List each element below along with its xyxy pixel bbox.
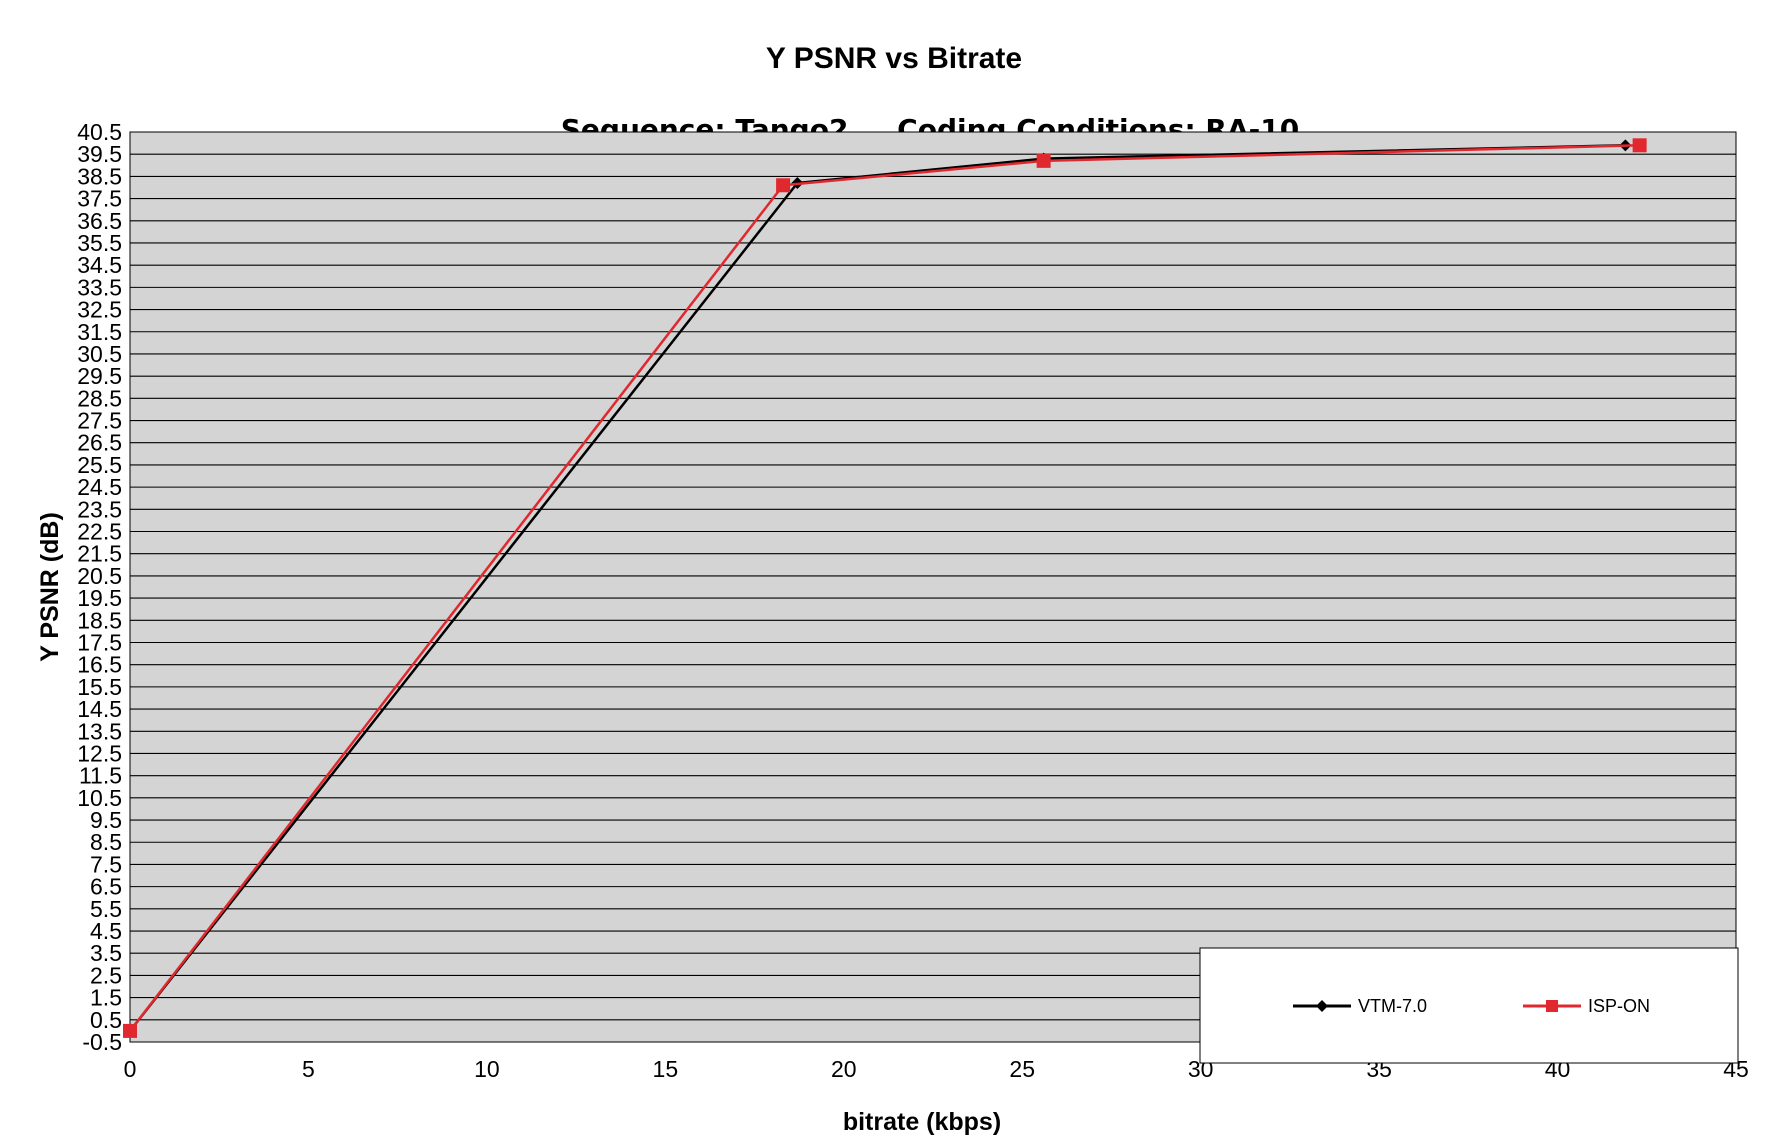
y-tick-label: 21.5	[77, 541, 122, 567]
y-tick-label: 34.5	[77, 252, 122, 278]
y-tick-label: 12.5	[77, 740, 122, 766]
y-tick-label: 16.5	[77, 652, 122, 678]
legend-marker-isp	[1546, 1000, 1558, 1012]
gridlines	[130, 131, 1736, 1043]
y-tick-label: 35.5	[77, 230, 122, 256]
y-tick-label: 7.5	[90, 851, 122, 877]
legend-marker-vtm	[1316, 1000, 1328, 1012]
y-tick-label: 1.5	[90, 985, 122, 1011]
y-tick-label: 18.5	[77, 607, 122, 633]
data-point-square	[1036, 153, 1051, 168]
data-point-square	[123, 1023, 137, 1038]
y-tick-label: 11.5	[79, 763, 122, 789]
series-layer	[123, 138, 1647, 1038]
y-axis-title: Y PSNR (dB)	[36, 512, 64, 662]
y-tick-label: 40.5	[77, 119, 122, 145]
chart-title: Y PSNR vs Bitrate	[766, 42, 1022, 75]
y-tick-label: 33.5	[77, 274, 122, 300]
series-line-1	[129, 144, 1640, 1032]
legend: VTM-7.0 ISP-ON	[1199, 947, 1739, 1064]
x-tick-label: 0	[124, 1056, 137, 1082]
x-tick-label: 5	[302, 1056, 315, 1082]
y-tick-label: 2.5	[90, 962, 122, 988]
y-tick-label: 15.5	[77, 674, 122, 700]
y-tick-label: 26.5	[77, 430, 122, 456]
y-tick-label: 6.5	[90, 874, 122, 900]
y-tick-label: 38.5	[77, 163, 122, 189]
plot-area	[129, 131, 1737, 1043]
y-tick-label: 24.5	[77, 474, 122, 500]
y-axis-ticks: -0.50.51.52.53.54.55.56.57.58.59.510.511…	[77, 119, 122, 1055]
x-tick-label: 20	[831, 1056, 857, 1082]
y-tick-label: 14.5	[77, 696, 122, 722]
y-tick-label: 13.5	[77, 718, 122, 744]
y-tick-label: 37.5	[77, 186, 122, 212]
y-tick-label: 3.5	[90, 940, 122, 966]
legend-label-vtm: VTM-7.0	[1358, 996, 1427, 1016]
y-tick-label: 36.5	[77, 208, 122, 234]
data-point-square	[776, 178, 791, 193]
legend-box	[1199, 947, 1739, 1064]
y-tick-label: 32.5	[77, 297, 122, 323]
y-tick-label: 30.5	[77, 341, 122, 367]
y-tick-label: 20.5	[77, 563, 122, 589]
x-tick-label: 10	[474, 1056, 500, 1082]
y-tick-label: 0.5	[90, 1007, 122, 1033]
x-tick-label: 15	[653, 1056, 679, 1082]
x-tick-label: 25	[1009, 1056, 1035, 1082]
y-tick-label: 31.5	[77, 319, 122, 345]
y-tick-label: 9.5	[90, 807, 122, 833]
y-tick-label: 39.5	[77, 141, 122, 167]
y-tick-label: 27.5	[77, 408, 122, 434]
y-tick-label: 28.5	[77, 385, 122, 411]
y-tick-label: 22.5	[77, 519, 122, 545]
data-point-square	[1632, 138, 1647, 153]
legend-label-isp: ISP-ON	[1588, 996, 1650, 1016]
y-tick-label: 23.5	[77, 496, 122, 522]
y-tick-label: 5.5	[90, 896, 122, 922]
y-tick-label: 8.5	[90, 829, 122, 855]
y-tick-label: 10.5	[77, 785, 122, 811]
series-line-0	[129, 144, 1626, 1032]
y-tick-label: 17.5	[77, 629, 122, 655]
y-tick-label: -0.5	[82, 1029, 122, 1055]
y-tick-label: 19.5	[77, 585, 122, 611]
y-tick-label: 4.5	[90, 918, 122, 944]
x-axis-title: bitrate (kbps)	[843, 1108, 1001, 1136]
y-tick-label: 25.5	[77, 452, 122, 478]
y-tick-label: 29.5	[77, 363, 122, 389]
